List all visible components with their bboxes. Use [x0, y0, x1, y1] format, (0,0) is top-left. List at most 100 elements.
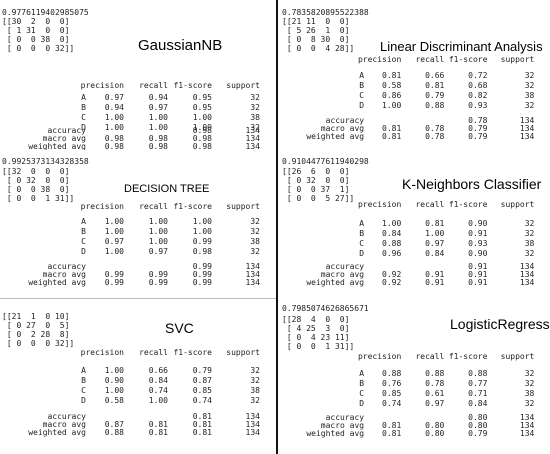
summary-recall: 0.81	[148, 420, 168, 429]
summary-label: macro avg	[320, 124, 365, 133]
recall-value: 0.78	[425, 379, 445, 388]
confusion-matrix-row: [[28 4 0 0]	[282, 315, 350, 324]
header-support: support	[500, 55, 535, 64]
precision-value: 1.00	[104, 386, 124, 395]
divider-vertical-top	[276, 0, 278, 150]
summary-support: 134	[245, 142, 260, 151]
confusion-matrix-row: [ 0 0 4 28]]	[282, 44, 355, 53]
header-support: support	[226, 81, 260, 90]
class-label: C	[81, 113, 86, 122]
f1-value: 0.68	[468, 81, 488, 90]
support-value: 32	[250, 376, 260, 385]
class-label: C	[81, 237, 86, 246]
summary-f1: 0.91	[468, 262, 488, 271]
summary-precision: 0.81	[382, 421, 402, 430]
f1-value: 0.95	[192, 103, 212, 112]
summary-precision: 0.92	[382, 278, 402, 287]
confusion-matrix-row: [[30 2 0 0]	[2, 17, 70, 26]
summary-precision: 0.87	[104, 420, 124, 429]
support-value: 38	[524, 389, 535, 398]
class-label: C	[81, 386, 86, 395]
class-label: D	[359, 399, 365, 408]
recall-value: 0.66	[425, 71, 445, 80]
summary-label: macro avg	[42, 270, 86, 279]
confusion-matrix: [[30 2 0 0] [ 1 31 0 0] [ 0 0 38 0] [ 0 …	[2, 17, 74, 53]
summary-support: 134	[245, 278, 260, 287]
class-label: D	[359, 249, 365, 258]
header-support: support	[226, 202, 260, 211]
f1-value: 1.00	[192, 217, 212, 226]
class-label: D	[81, 396, 86, 405]
precision-value: 1.00	[382, 219, 402, 228]
confusion-matrix-row: [ 0 0 38 0]	[2, 35, 70, 44]
precision-value: 0.81	[382, 71, 402, 80]
summary-support: 134	[519, 262, 535, 271]
panel-svc: [[21 1 0 10] [ 0 27 0 5] [ 0 2 28 8] [ 0…	[0, 306, 276, 454]
header-precision: precision	[357, 200, 402, 209]
f1-value: 1.00	[192, 227, 212, 236]
confusion-matrix-row: [ 0 0 1 31]]	[282, 342, 355, 351]
confusion-matrix-row: [ 0 0 37 1]	[282, 185, 350, 194]
class-label: B	[359, 81, 365, 90]
f1-value: 0.82	[468, 91, 488, 100]
f1-value: 0.77	[468, 379, 488, 388]
summary-f1: 0.91	[468, 278, 488, 287]
class-label: B	[81, 376, 86, 385]
summary-label: weighted avg	[28, 142, 86, 151]
summary-precision: 0.92	[382, 270, 402, 279]
panel-logisticregression: 0.7985074626865671 [[28 4 0 0] [ 4 25 3 0…	[280, 298, 550, 454]
support-value: 32	[250, 396, 260, 405]
header-f1-score: f1-score	[173, 348, 212, 357]
summary-precision: 0.99	[104, 270, 124, 279]
summary-label: accuracy	[47, 126, 86, 135]
summary-f1: 0.81	[192, 412, 212, 421]
confusion-matrix: [[21 1 0 10] [ 0 27 0 5] [ 0 2 28 8] [ 0…	[2, 312, 74, 348]
summary-precision: 0.88	[104, 428, 124, 437]
precision-value: 1.00	[382, 101, 402, 110]
summary-support: 134	[519, 270, 535, 279]
f1-value: 1.00	[192, 113, 212, 122]
precision-value: 0.76	[382, 379, 402, 388]
summary-recall: 0.98	[148, 142, 168, 151]
summary-support: 134	[519, 124, 535, 133]
recall-value: 0.94	[148, 93, 168, 102]
confusion-matrix-row: [ 0 0 38 0]	[2, 185, 70, 194]
precision-value: 0.74	[382, 399, 402, 408]
summary-label: weighted avg	[306, 429, 365, 438]
class-label: B	[81, 103, 86, 112]
precision-value: 0.90	[104, 376, 124, 385]
recall-value: 0.88	[425, 101, 445, 110]
summary-recall: 0.78	[425, 132, 445, 141]
summary-f1: 0.79	[468, 132, 488, 141]
header-precision: precision	[80, 202, 124, 211]
recall-value: 0.84	[425, 249, 445, 258]
summary-label: accuracy	[47, 262, 86, 271]
recall-value: 1.00	[148, 396, 168, 405]
header-recall: recall	[139, 81, 168, 90]
class-label: D	[81, 247, 86, 256]
panel-lda: 0.7835820895522388 [[21 11 0 0] [ 5 26 1 …	[280, 0, 550, 150]
confusion-matrix-row: [ 0 4 23 11]	[282, 333, 350, 342]
panel-decision-tree: 0.9925373134328358 [[32 0 0 0] [ 0 32 0 0…	[0, 150, 276, 298]
support-value: 38	[524, 239, 535, 248]
class-label: A	[359, 369, 365, 378]
confusion-matrix-row: [ 4 25 3 0]	[282, 324, 350, 333]
precision-value: 0.85	[382, 389, 402, 398]
divider-horizontal-left	[0, 298, 276, 299]
summary-precision: 0.81	[382, 124, 402, 133]
precision-value: 1.00	[104, 227, 124, 236]
summary-f1: 0.79	[468, 429, 488, 438]
summary-support: 134	[519, 429, 535, 438]
summary-label: macro avg	[42, 134, 86, 143]
class-label: B	[359, 229, 365, 238]
support-value: 38	[250, 237, 260, 246]
recall-value: 0.84	[148, 376, 168, 385]
summary-precision: 0.99	[104, 278, 124, 287]
summary-recall: 0.80	[425, 429, 445, 438]
summary-support: 134	[519, 413, 535, 422]
confusion-matrix-row: [[26 6 0 0]	[282, 167, 350, 176]
class-label: C	[359, 389, 365, 398]
confusion-matrix: [[21 11 0 0] [ 5 26 1 0] [ 0 8 30 0] [ 0…	[282, 17, 354, 53]
f1-value: 0.90	[468, 249, 488, 258]
class-label: C	[359, 239, 365, 248]
